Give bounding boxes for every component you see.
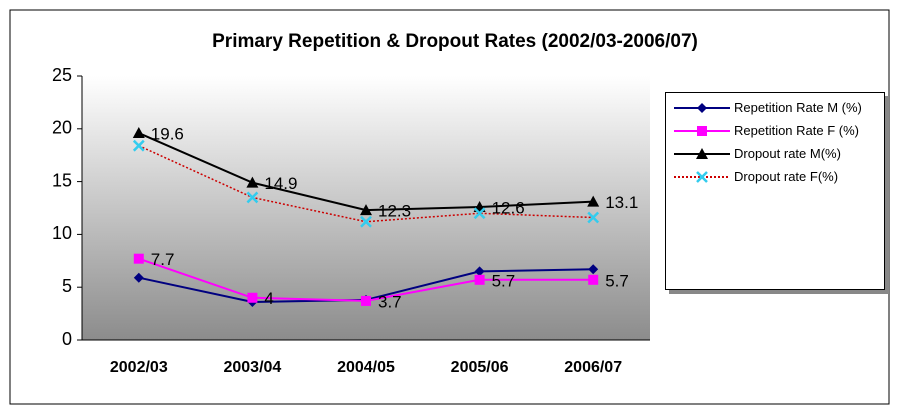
marker [697, 126, 707, 136]
data-label: 19.6 [151, 125, 184, 144]
marker [360, 204, 372, 216]
legend-swatch [674, 171, 730, 183]
marker [246, 176, 259, 188]
data-label: 4 [264, 289, 273, 308]
x-tick-label: 2005/06 [451, 359, 509, 376]
y-tick-label: 20 [52, 118, 72, 138]
marker [587, 195, 600, 207]
marker [588, 274, 599, 285]
marker [133, 253, 144, 264]
y-tick-label: 15 [52, 170, 72, 190]
marker [361, 295, 371, 306]
marker [247, 292, 258, 303]
legend-swatch [674, 148, 730, 159]
x-tick-label: 2004/05 [337, 359, 395, 376]
marker [132, 127, 145, 139]
data-label: 12.6 [492, 198, 525, 217]
legend-entry: Repetition Rate M (%) [670, 99, 880, 116]
legend-label: Repetition Rate M (%) [734, 100, 862, 115]
data-label: 13.1 [605, 193, 638, 212]
x-tick-label: 2003/04 [223, 359, 281, 376]
data-label: 3.7 [378, 292, 402, 311]
marker [696, 171, 708, 183]
y-tick-label: 10 [52, 223, 72, 243]
legend: Repetition Rate M (%) Repetition Rate F (… [665, 92, 885, 290]
y-tick-label: 5 [62, 276, 72, 296]
legend-swatch [674, 126, 730, 136]
y-tick-label: 0 [62, 329, 72, 349]
legend-swatch [674, 103, 730, 113]
y-tick-label: 25 [52, 65, 72, 85]
legend-label: Dropout rate M(%) [734, 146, 841, 161]
data-label: 14.9 [264, 174, 297, 193]
x-tick-label: 2002/03 [110, 359, 168, 376]
data-label: 12.3 [378, 202, 411, 221]
marker [473, 207, 486, 220]
marker [697, 103, 707, 113]
marker [360, 215, 372, 228]
marker [132, 139, 145, 152]
marker [588, 264, 599, 275]
legend-entry: Dropout rate M(%) [670, 145, 880, 162]
legend-label: Repetition Rate F (%) [734, 123, 859, 138]
marker [587, 211, 600, 224]
legend-label: Dropout rate F(%) [734, 169, 839, 184]
marker [246, 191, 259, 204]
chart-title: Primary Repetition & Dropout Rates (2002… [212, 31, 698, 52]
marker [474, 274, 485, 285]
marker [474, 266, 485, 277]
marker [696, 148, 708, 159]
data-label: 5.7 [492, 271, 516, 290]
legend-entry: Dropout rate F(%) [670, 168, 880, 185]
marker [133, 272, 144, 283]
data-label: 7.7 [151, 250, 175, 269]
legend-entry: Repetition Rate F (%) [670, 122, 880, 139]
x-tick-label: 2006/07 [564, 359, 622, 376]
data-label: 5.7 [605, 271, 629, 290]
